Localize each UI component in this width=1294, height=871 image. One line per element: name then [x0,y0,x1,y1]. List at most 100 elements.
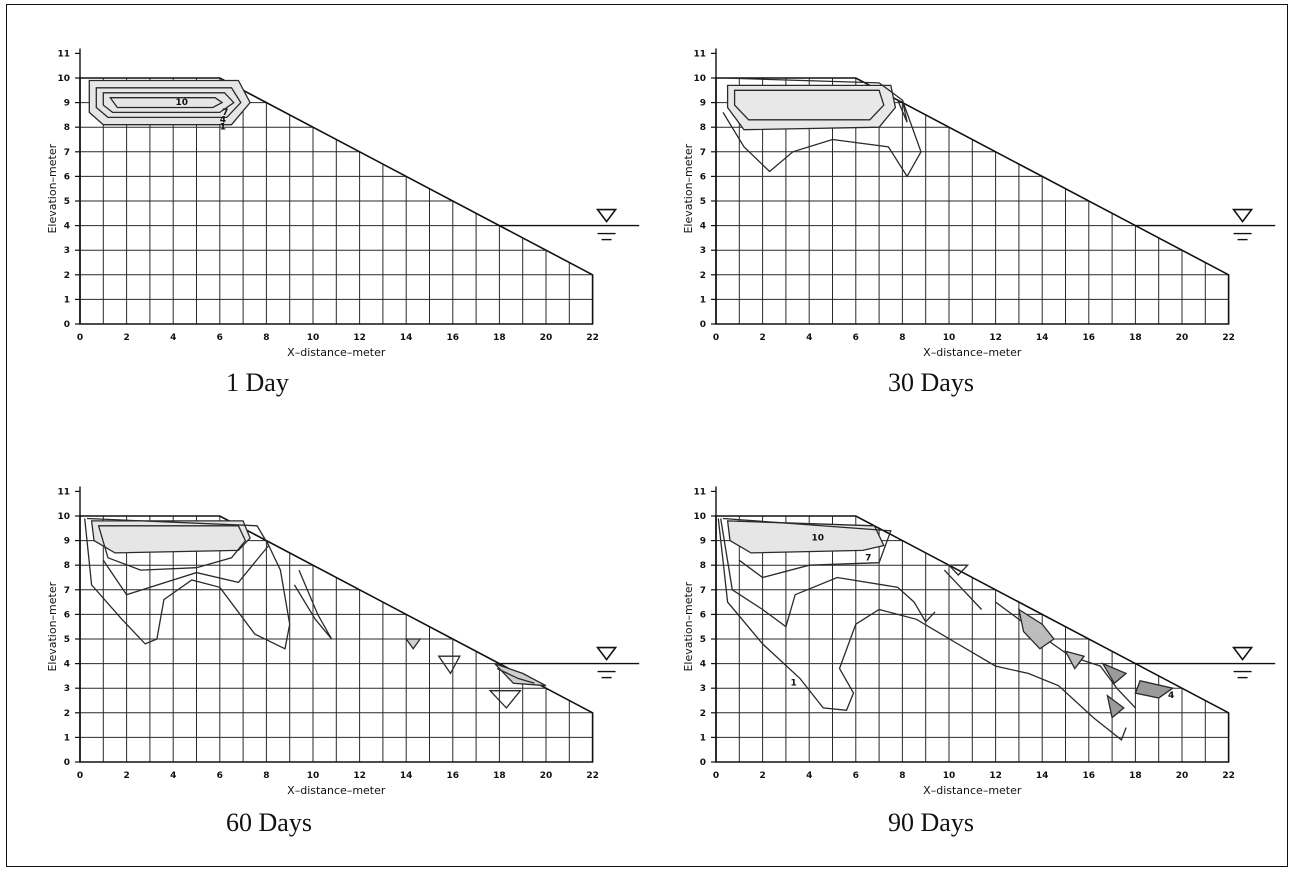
x-tick-label: 2 [123,771,129,781]
contour-line-inner [90,520,251,554]
y-tick-label: 2 [64,709,70,719]
y-tick-label: 6 [700,172,706,182]
seep-zone [947,564,970,576]
x-tick-label: 20 [1176,333,1189,343]
y-tick-label: 0 [64,758,70,768]
seep-zone-line [496,667,535,684]
y-tick-label: 5 [700,197,706,207]
x-tick-label: 22 [1222,333,1235,343]
y-tick-label: 3 [64,246,70,256]
x-tick-label: 8 [899,771,905,781]
seep-zone [1017,608,1055,650]
contour-label: 10 [812,534,825,544]
caption-90-days: 90 Days [888,808,974,837]
x-tick-label: 18 [493,771,506,781]
x-tick-label: 14 [1036,771,1049,781]
y-tick-label: 1 [64,295,70,305]
x-tick-label: 10 [943,333,956,343]
x-tick-label: 4 [170,771,176,781]
contour-line-a [943,569,983,610]
water-level-triangle-icon [1231,646,1254,661]
y-tick-label: 5 [64,635,70,645]
x-tick-label: 20 [540,771,553,781]
x-tick-label: 14 [400,771,413,781]
panel-1-day: 0 1 2 3 4 5 6 7 8 9 10 11 0 2 4 6 8 10 12 14 16 18 20 22 Elevati… [40,8,640,363]
x-tick-label: 12 [353,771,366,781]
contour-line-inner-2 [97,525,247,571]
y-axis-label: Elevation–meter [682,581,695,671]
contour-line-10 [109,97,224,109]
water-level-triangle-icon [1231,208,1254,223]
x-tick-label: 16 [1083,333,1096,343]
x-tick-label: 16 [447,771,460,781]
y-tick-label: 2 [64,271,70,281]
caption-60-days: 60 Days [226,808,312,837]
x-tick-label: 2 [123,333,129,343]
contour-line-1 [717,518,1127,741]
x-tick-label: 14 [1036,333,1049,343]
x-tick-label: 12 [989,333,1002,343]
y-tick-label: 11 [693,49,706,59]
x-tick-label: 0 [713,771,719,781]
y-tick-label: 7 [700,148,706,158]
x-tick-label: 20 [540,333,553,343]
contour-label: 1 [791,679,797,689]
x-tick-label: 0 [77,771,83,781]
y-tick-label: 6 [700,610,706,620]
x-tick-label: 12 [353,333,366,343]
x-tick-label: 8 [263,333,269,343]
y-tick-label: 10 [693,74,706,84]
contour-label: 7 [865,553,871,563]
y-tick-label: 3 [64,684,70,694]
x-tick-label: 20 [1176,771,1189,781]
contour-line-inner [726,84,897,131]
y-tick-label: 4 [700,660,706,670]
water-level-triangle-icon [595,208,618,223]
seep-zone [1106,694,1125,719]
seep-zone [437,655,461,675]
y-tick-label: 4 [64,222,70,232]
y-tick-label: 11 [57,487,70,497]
panel-90-days: 0 1 2 3 4 5 6 7 8 9 10 11 0 2 4 6 8 10 12 14 16 18 20 22 Elevati… [676,446,1276,801]
contour-line-4 [720,518,936,628]
contour-line-mid [86,517,270,596]
figure-frame [6,4,1288,867]
x-tick-label: 8 [263,771,269,781]
x-tick-label: 6 [853,333,859,343]
contour-line-outer [84,518,291,650]
contour-label: 4 [1168,691,1174,701]
y-tick-label: 1 [700,295,706,305]
x-tick-label: 10 [943,771,956,781]
x-axis-label: X–distance–meter [923,784,1022,797]
y-tick-label: 7 [700,586,706,596]
x-tick-label: 6 [853,771,859,781]
y-tick-label: 8 [64,123,70,133]
x-tick-label: 6 [217,333,223,343]
y-tick-label: 11 [693,487,706,497]
x-tick-label: 12 [989,771,1002,781]
y-tick-label: 5 [64,197,70,207]
x-tick-label: 16 [1083,771,1096,781]
seep-zone [1064,650,1086,670]
seep-zone [494,662,547,687]
x-tick-label: 2 [759,771,765,781]
contour-label: 4 [220,115,226,125]
x-tick-label: 22 [586,771,599,781]
y-tick-label: 5 [700,635,706,645]
x-tick-label: 10 [307,771,320,781]
y-axis-label: Elevation–meter [46,581,59,671]
x-axis-label: X–distance–meter [287,784,386,797]
x-tick-label: 8 [899,333,905,343]
panel-30-days: 0 1 2 3 4 5 6 7 8 9 10 11 0 2 4 6 8 10 12 14 16 18 20 22 Elevati… [676,8,1276,363]
y-axis-label: Elevation–meter [46,143,59,233]
y-tick-label: 6 [64,172,70,182]
y-tick-label: 9 [700,537,706,547]
x-tick-label: 22 [1222,771,1235,781]
y-tick-label: 8 [64,561,70,571]
x-tick-label: 18 [493,333,506,343]
contour-line-small [293,569,333,640]
contour-line-10 [726,520,885,554]
